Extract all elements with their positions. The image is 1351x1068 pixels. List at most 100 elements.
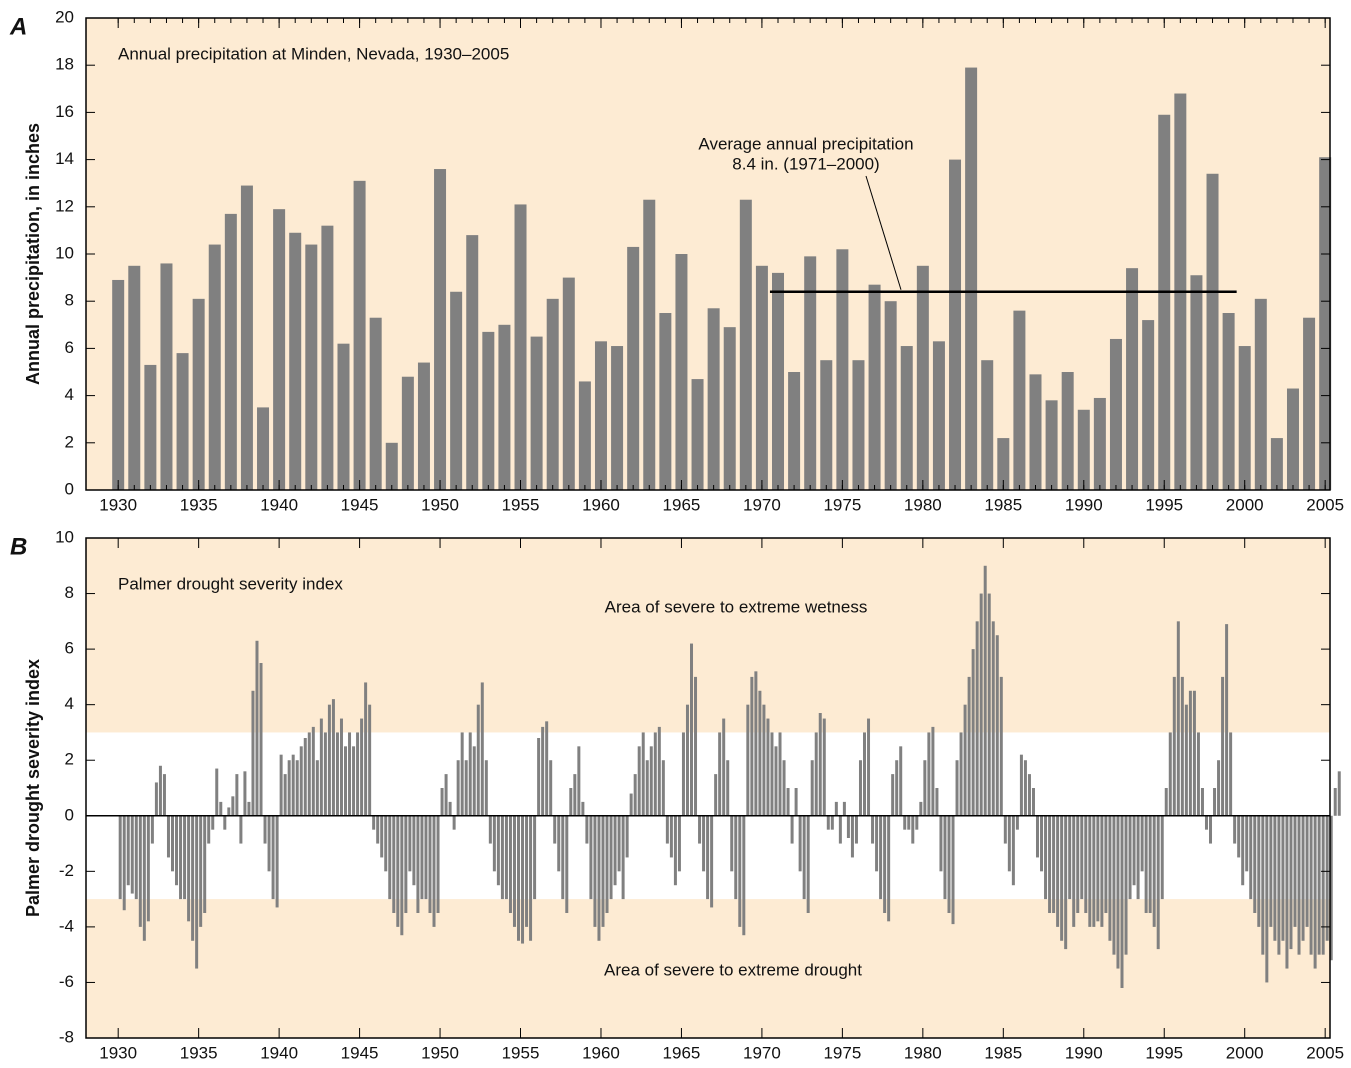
bar bbox=[171, 815, 175, 872]
panel-title: Palmer drought severity index bbox=[118, 574, 343, 593]
bar bbox=[826, 815, 830, 830]
bar bbox=[1196, 732, 1200, 816]
bar bbox=[1048, 815, 1052, 913]
bar bbox=[1064, 815, 1068, 950]
bar bbox=[291, 754, 295, 816]
bar bbox=[1273, 815, 1277, 941]
bar bbox=[822, 718, 826, 816]
bar bbox=[240, 185, 253, 490]
bar bbox=[935, 788, 939, 816]
bar bbox=[1096, 815, 1100, 922]
bar bbox=[786, 788, 790, 816]
bar bbox=[512, 815, 516, 927]
bar bbox=[919, 801, 923, 816]
bar bbox=[959, 732, 963, 816]
bar bbox=[176, 353, 189, 490]
y-tick-label: -2 bbox=[59, 861, 74, 880]
bar bbox=[533, 815, 537, 900]
bar bbox=[762, 704, 766, 816]
bar bbox=[432, 815, 436, 927]
bar bbox=[130, 815, 134, 894]
y-tick-label: 6 bbox=[65, 639, 74, 658]
bar bbox=[259, 663, 263, 816]
bar bbox=[307, 732, 311, 816]
bar bbox=[1253, 815, 1257, 913]
bar bbox=[1084, 815, 1088, 913]
x-tick-label: 1975 bbox=[823, 495, 861, 514]
bar bbox=[726, 760, 730, 816]
bar bbox=[778, 732, 782, 816]
panel-label: B bbox=[10, 533, 27, 560]
bar bbox=[690, 643, 694, 816]
panel-label: A bbox=[9, 13, 27, 40]
bar bbox=[879, 815, 883, 900]
bar bbox=[884, 301, 897, 490]
x-tick-label: 1930 bbox=[99, 495, 137, 514]
bar bbox=[412, 815, 416, 886]
y-tick-label: -8 bbox=[59, 1027, 74, 1046]
x-tick-label: 1970 bbox=[743, 1043, 781, 1062]
bar bbox=[723, 327, 736, 490]
bar bbox=[231, 796, 235, 816]
bar bbox=[162, 774, 166, 816]
bar bbox=[838, 815, 842, 844]
bar bbox=[931, 726, 935, 816]
bar bbox=[1023, 760, 1027, 816]
x-tick-label: 1970 bbox=[743, 495, 781, 514]
bar bbox=[673, 815, 677, 886]
bar bbox=[144, 364, 157, 490]
bar bbox=[356, 732, 360, 816]
bar bbox=[456, 760, 460, 816]
bar bbox=[401, 376, 414, 490]
bar bbox=[517, 815, 521, 941]
x-tick-label: 2005 bbox=[1306, 1043, 1344, 1062]
bar bbox=[887, 815, 891, 922]
bar bbox=[1003, 815, 1007, 844]
y-tick-label: 2 bbox=[65, 750, 74, 769]
bar bbox=[500, 815, 504, 900]
bar bbox=[1124, 815, 1128, 955]
bar bbox=[1056, 815, 1060, 927]
bar bbox=[192, 298, 205, 490]
bar bbox=[1045, 400, 1058, 490]
bar bbox=[352, 746, 356, 816]
bar bbox=[645, 760, 649, 816]
bar bbox=[746, 704, 750, 816]
bar bbox=[1132, 815, 1136, 886]
bar bbox=[1206, 173, 1219, 490]
bar bbox=[979, 593, 983, 816]
bar bbox=[653, 732, 657, 816]
bar bbox=[766, 718, 770, 816]
bar bbox=[295, 760, 299, 816]
bar bbox=[321, 225, 334, 490]
bar bbox=[1270, 438, 1283, 490]
bar bbox=[1077, 409, 1090, 490]
bar bbox=[1321, 815, 1325, 955]
bar bbox=[537, 738, 541, 816]
bar bbox=[903, 815, 907, 830]
x-tick-label: 1960 bbox=[582, 495, 620, 514]
bar bbox=[750, 676, 754, 816]
bar bbox=[1209, 815, 1213, 844]
bar bbox=[376, 815, 380, 844]
bar bbox=[657, 726, 661, 816]
bar bbox=[1297, 815, 1301, 955]
bar bbox=[967, 676, 971, 816]
bar bbox=[1072, 815, 1076, 927]
bar bbox=[514, 204, 527, 490]
bar bbox=[1013, 310, 1026, 490]
bar bbox=[468, 732, 472, 816]
bar bbox=[243, 771, 247, 816]
bar bbox=[1112, 815, 1116, 955]
bar bbox=[932, 341, 945, 490]
bar bbox=[649, 746, 653, 816]
x-tick-label: 2000 bbox=[1226, 1043, 1264, 1062]
bar bbox=[1116, 815, 1120, 969]
bar bbox=[1319, 157, 1332, 491]
bar bbox=[126, 815, 130, 886]
bar bbox=[883, 815, 887, 913]
bar bbox=[1277, 815, 1281, 955]
bar bbox=[1136, 815, 1140, 900]
bar bbox=[384, 815, 388, 872]
bar bbox=[444, 774, 448, 816]
